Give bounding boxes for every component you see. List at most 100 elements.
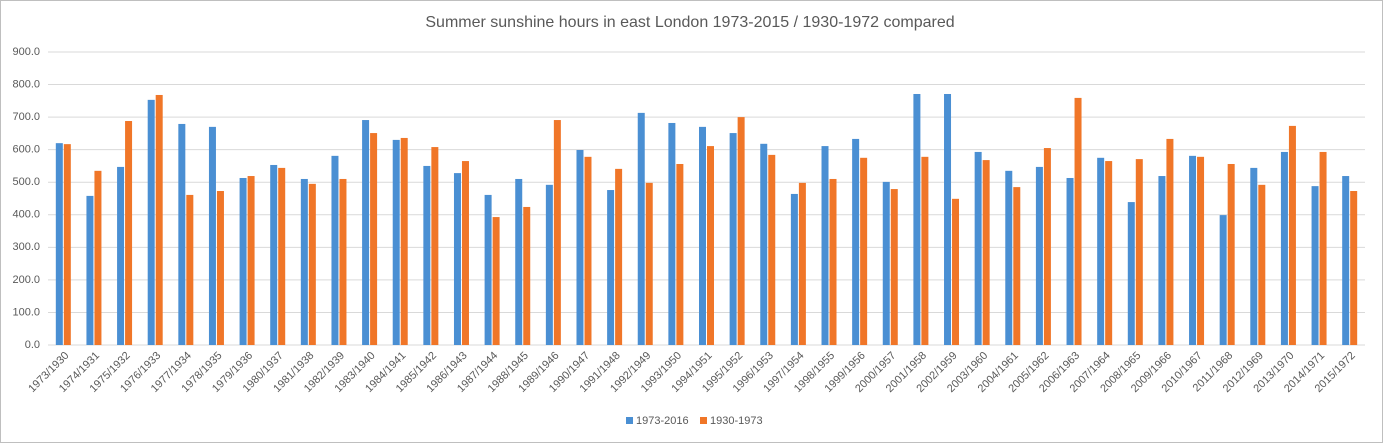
bar	[300, 178, 308, 345]
bar	[1035, 166, 1043, 345]
bar	[1227, 163, 1235, 345]
bar	[737, 117, 745, 345]
bar	[553, 120, 561, 346]
bar	[1258, 184, 1266, 345]
bar	[239, 177, 247, 345]
bar	[125, 121, 133, 345]
bar	[1066, 177, 1074, 345]
bar	[484, 194, 492, 345]
bar	[1043, 148, 1051, 345]
bar	[576, 149, 584, 345]
bar	[645, 182, 653, 345]
bar	[952, 198, 960, 345]
bar	[117, 166, 125, 345]
bar	[790, 193, 798, 345]
y-tick-label: 200.0	[12, 274, 40, 286]
bar	[155, 94, 163, 346]
bar	[852, 138, 860, 345]
bar	[178, 123, 186, 345]
bar	[913, 93, 921, 345]
bar	[1250, 167, 1258, 345]
bar	[278, 167, 286, 345]
bar	[707, 146, 714, 345]
bar	[921, 156, 929, 345]
bar	[821, 146, 829, 345]
bar	[615, 168, 623, 345]
y-tick-label: 300.0	[12, 241, 40, 253]
bar	[431, 147, 439, 345]
bar	[63, 144, 71, 345]
bar	[607, 190, 615, 345]
legend-label: 1930-1973	[710, 415, 763, 427]
bar	[760, 143, 768, 345]
y-tick-label: 500.0	[12, 176, 40, 188]
bar	[860, 157, 868, 345]
bar	[362, 120, 370, 346]
bar	[1319, 151, 1327, 345]
y-tick-label: 600.0	[12, 144, 40, 156]
bar	[1105, 161, 1113, 345]
bar	[308, 183, 316, 345]
bar	[1005, 170, 1013, 345]
bar	[1135, 159, 1143, 345]
legend-swatch	[626, 417, 633, 424]
bar	[699, 126, 706, 345]
bar	[890, 189, 898, 345]
bar	[55, 143, 63, 345]
bar	[186, 194, 194, 345]
bar	[668, 122, 676, 346]
bar	[944, 93, 952, 345]
legend-swatch	[700, 417, 707, 424]
bar	[94, 170, 102, 345]
bar	[584, 156, 592, 345]
bar	[147, 99, 155, 346]
bar	[453, 173, 461, 345]
bar	[882, 181, 890, 345]
bar	[545, 184, 553, 345]
y-tick-label: 700.0	[12, 111, 40, 123]
bar	[1166, 138, 1174, 345]
bar	[247, 176, 255, 345]
y-tick-label: 0.0	[25, 339, 40, 351]
y-tick-label: 900.0	[12, 46, 40, 58]
bar	[729, 133, 737, 345]
bar	[270, 164, 278, 345]
bar	[216, 191, 224, 345]
bar	[392, 139, 400, 345]
bar	[829, 178, 837, 345]
bar	[1219, 215, 1227, 345]
bar	[1280, 151, 1288, 345]
bar	[1197, 156, 1205, 345]
bar	[1342, 176, 1350, 345]
legend-label: 1973-2016	[636, 415, 689, 427]
bar	[798, 182, 806, 345]
chart-title: Summer sunshine hours in east London 197…	[425, 14, 954, 31]
bar	[515, 178, 523, 345]
bar	[1189, 155, 1197, 345]
y-tick-label: 100.0	[12, 306, 40, 318]
bar	[768, 154, 776, 345]
bar	[1097, 157, 1105, 345]
bar	[208, 126, 216, 345]
y-tick-label: 400.0	[12, 209, 40, 221]
bar	[1350, 191, 1358, 345]
y-tick-label: 800.0	[12, 78, 40, 90]
bar	[370, 133, 378, 345]
bar	[492, 217, 500, 345]
bar	[637, 112, 645, 345]
bar	[982, 160, 990, 345]
bar	[86, 195, 94, 345]
bar	[974, 151, 982, 345]
bar	[461, 161, 469, 345]
bar	[676, 163, 684, 345]
bar	[400, 137, 408, 345]
bar	[1311, 186, 1319, 345]
bar	[1074, 97, 1082, 345]
bar	[423, 165, 431, 345]
bar	[1013, 187, 1021, 345]
bar	[1158, 176, 1166, 345]
bar	[1127, 202, 1135, 345]
bar	[1288, 125, 1296, 345]
